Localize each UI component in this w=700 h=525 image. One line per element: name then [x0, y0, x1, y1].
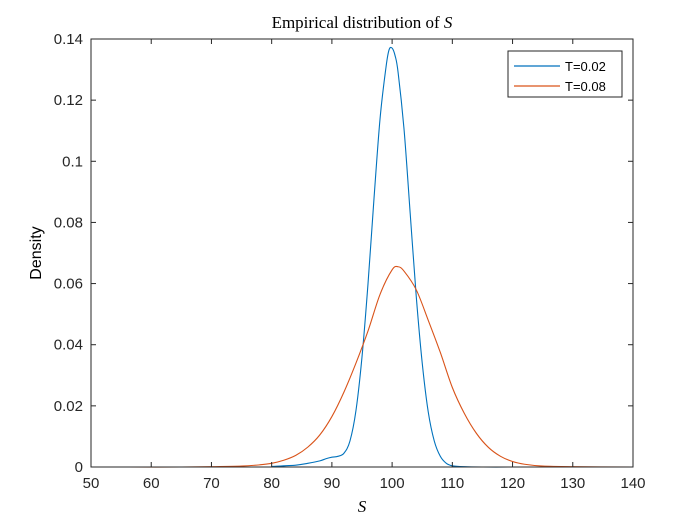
legend-box [507, 50, 623, 98]
x-tick-label: 100 [380, 475, 405, 492]
series-line-1 [271, 46, 513, 468]
chart-title: Empirical distribution of S [272, 13, 453, 32]
y-tick-label: 0.08 [54, 214, 83, 231]
y-tick-label: 0.02 [54, 398, 83, 415]
x-tick-label: 50 [83, 475, 100, 492]
legend-label-series-1: T=0.02 [565, 59, 606, 74]
tick-layer: 50 60 70 80 90 100 110 120 130 140 0 0.02 0.04 0.06 0.… [54, 31, 646, 492]
y-tick-label: 0.04 [54, 337, 83, 354]
legend: T=0.02 T=0.08 [507, 50, 623, 98]
x-tick-label: 130 [560, 475, 585, 492]
x-tick-label: 110 [440, 475, 464, 492]
y-tick-label: 0.14 [54, 31, 83, 48]
x-tick-label: 140 [620, 475, 645, 492]
x-tick-label: 70 [203, 475, 220, 492]
plot-area [91, 39, 633, 467]
x-tick-label: 90 [324, 475, 341, 492]
y-tick-label: 0 [75, 459, 83, 476]
legend-label-series-2: T=0.08 [565, 79, 606, 94]
x-tick-label: 60 [143, 475, 160, 492]
x-axis-label: S [358, 497, 367, 516]
x-tick-label: 120 [500, 475, 525, 492]
y-axis-label: Density [28, 226, 45, 279]
y-tick-label: 0.06 [54, 276, 83, 293]
x-tick-label: 80 [263, 475, 280, 492]
y-tick-label: 0.12 [54, 92, 83, 109]
y-tick-label: 0.1 [62, 153, 83, 170]
chart-title-symbol: S [444, 13, 453, 32]
axes-box [90, 38, 634, 468]
chart-title-text: Empirical distribution of [272, 13, 444, 32]
